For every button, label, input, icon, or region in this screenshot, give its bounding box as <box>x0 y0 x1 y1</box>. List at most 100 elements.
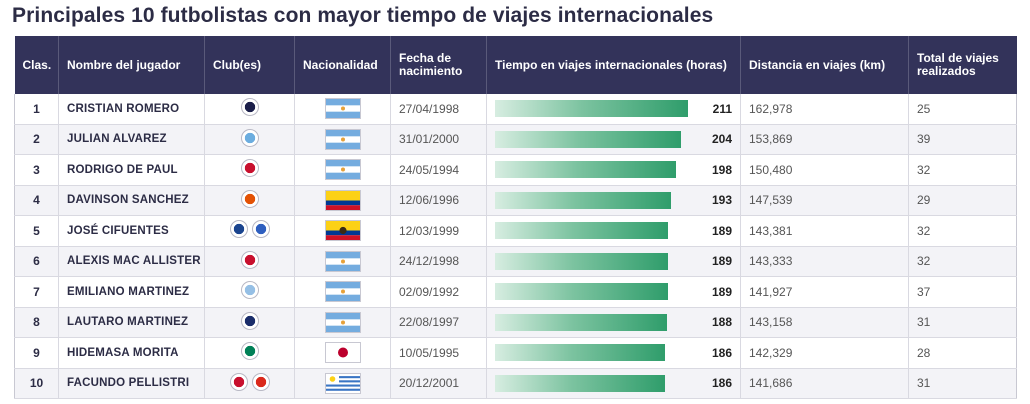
birth-date-cell: 31/01/2000 <box>390 124 487 155</box>
header-hours: Tiempo en viajes internacionales (horas) <box>486 36 741 94</box>
hours-bar-cell: 189 <box>486 246 741 277</box>
table-row: 5 JOSÉ CIFUENTES 12/03/1999 189 143,381 32 <box>14 215 1017 247</box>
player-name-cell: LAUTARO MARTINEZ <box>58 307 205 338</box>
club-cell <box>204 154 295 186</box>
hours-bar <box>495 191 672 209</box>
nationality-cell <box>294 94 391 125</box>
distance-cell: 141,686 <box>740 368 909 399</box>
hours-bar-cell: 189 <box>486 215 741 247</box>
table-row: 8 LAUTARO MARTINEZ 22/08/1997 188 143,158 31 <box>14 307 1017 338</box>
hours-value: 198 <box>711 162 732 177</box>
trips-cell: 37 <box>908 276 1017 308</box>
hours-bar-cell: 186 <box>486 337 741 369</box>
rank-cell: 8 <box>14 307 59 338</box>
hours-value: 193 <box>711 193 732 208</box>
hours-bar <box>495 283 669 301</box>
hours-value: 211 <box>712 101 732 116</box>
sporting-crest-icon <box>240 342 259 361</box>
header-trips: Total de viajes realizados <box>908 36 1017 94</box>
trips-cell: 29 <box>908 185 1017 216</box>
galatasaray-crest-icon <box>240 189 259 208</box>
argentina-flag-icon <box>325 160 360 180</box>
club-cell <box>204 185 295 216</box>
birth-date-cell: 24/12/1998 <box>390 246 487 277</box>
table-row: 10 FACUNDO PELLISTRI 20/12/2001 186 141,686 3… <box>14 368 1017 399</box>
trips-cell: 32 <box>908 215 1017 247</box>
birth-date-cell: 24/05/1994 <box>390 154 487 186</box>
distance-cell: 143,333 <box>740 246 909 277</box>
inter-crest-icon <box>240 311 259 330</box>
rank-cell: 5 <box>14 215 59 247</box>
birth-date-cell: 27/04/1998 <box>390 94 487 125</box>
player-name-cell: RODRIGO DE PAUL <box>58 154 205 186</box>
hours-bar <box>495 252 669 270</box>
uruguay-flag-icon <box>325 373 360 393</box>
nationality-cell <box>294 215 391 247</box>
birth-date-cell: 22/08/1997 <box>390 307 487 338</box>
hours-value: 189 <box>711 254 732 269</box>
rank-cell: 2 <box>14 124 59 155</box>
nationality-cell <box>294 246 391 277</box>
argentina-flag-icon <box>325 251 360 271</box>
distance-cell: 153,869 <box>740 124 909 155</box>
hours-value: 204 <box>711 132 732 147</box>
hours-bar <box>495 222 669 240</box>
header-row: Clas. Nombre del jugador Club(es) Nacion… <box>14 36 1017 94</box>
header-club: Club(es) <box>204 36 295 94</box>
table-row: 7 EMILIANO MARTINEZ 02/09/1992 189 141,927 37 <box>14 276 1017 308</box>
hours-value: 189 <box>711 284 732 299</box>
hours-bar-cell: 188 <box>486 307 741 338</box>
header-distance: Distancia en viajes (km) <box>740 36 909 94</box>
rank-cell: 7 <box>14 276 59 308</box>
trips-cell: 31 <box>908 368 1017 399</box>
argentina-flag-icon <box>325 99 360 119</box>
player-name-cell: JULIAN ALVAREZ <box>58 124 205 155</box>
rank-cell: 6 <box>14 246 59 277</box>
japan-flag-icon <box>325 343 360 363</box>
distance-cell: 150,480 <box>740 154 909 186</box>
page-title: Principales 10 futbolistas con mayor tie… <box>12 4 714 27</box>
table-row: 4 DAVINSON SANCHEZ 12/06/1996 193 147,539 29 <box>14 185 1017 216</box>
distance-cell: 162,978 <box>740 94 909 125</box>
hours-bar <box>495 100 689 118</box>
trips-cell: 25 <box>908 94 1017 125</box>
birth-date-cell: 12/03/1999 <box>390 215 487 247</box>
nationality-cell <box>294 185 391 216</box>
rank-cell: 4 <box>14 185 59 216</box>
club-cell <box>204 337 295 369</box>
table-row: 6 ALEXIS MAC ALLISTER 24/12/1998 189 143,333… <box>14 246 1017 277</box>
header-nationality: Nacionalidad <box>294 36 391 94</box>
player-name-cell: DAVINSON SANCHEZ <box>58 185 205 216</box>
distance-cell: 143,158 <box>740 307 909 338</box>
player-name-cell: HIDEMASA MORITA <box>58 337 205 369</box>
argentina-flag-icon <box>325 312 360 332</box>
nationality-cell <box>294 276 391 308</box>
liverpool-crest-icon <box>240 250 259 269</box>
atletico-madrid-crest-icon <box>240 159 259 178</box>
club-cell <box>204 124 295 155</box>
table-body: 1 CRISTIAN ROMERO 27/04/1998 211 162,978 25 2 J… <box>14 94 1017 399</box>
nationality-cell <box>294 337 391 369</box>
hours-value: 188 <box>711 315 732 330</box>
granada-crest-icon <box>229 372 248 391</box>
rank-cell: 9 <box>14 337 59 369</box>
argentina-flag-icon <box>325 282 360 302</box>
manchester-united-crest-icon <box>251 372 270 391</box>
birth-date-cell: 02/09/1992 <box>390 276 487 308</box>
hours-bar <box>495 344 666 362</box>
hours-value: 186 <box>711 376 732 391</box>
hours-bar <box>495 161 677 179</box>
birth-date-cell: 20/12/2001 <box>390 368 487 399</box>
club-cell <box>204 368 295 399</box>
header-birth: Fecha de nacimiento <box>390 36 487 94</box>
header-rank: Clas. <box>14 36 59 94</box>
ecuador-flag-icon <box>325 221 360 241</box>
birth-date-cell: 12/06/1996 <box>390 185 487 216</box>
table-row: 9 HIDEMASA MORITA 10/05/1995 186 142,329 28 <box>14 337 1017 369</box>
hours-bar <box>495 130 682 148</box>
table-row: 2 JULIAN ALVAREZ 31/01/2000 204 153,869 39 <box>14 124 1017 155</box>
distance-cell: 142,329 <box>740 337 909 369</box>
distance-cell: 147,539 <box>740 185 909 216</box>
player-name-cell: CRISTIAN ROMERO <box>58 94 205 125</box>
rank-cell: 10 <box>14 368 59 399</box>
